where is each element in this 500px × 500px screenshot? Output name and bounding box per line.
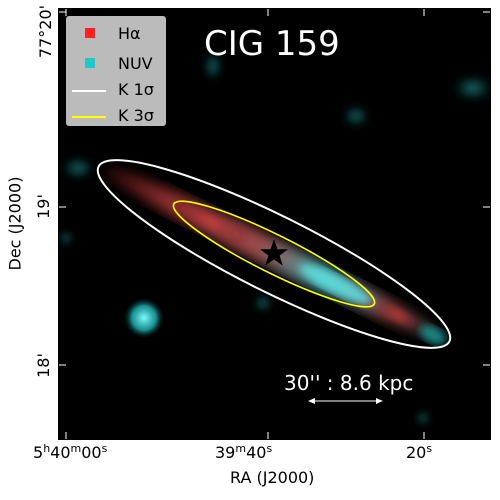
xtick-label-5h40m00s: 5h40m00s (33, 442, 108, 462)
legend-label-k3sigma: K 3σ (118, 106, 154, 125)
legend-swatch-nuv (85, 58, 95, 68)
plot-title: CIG 159 (204, 24, 340, 64)
legend-label-nuv: NUV (118, 54, 153, 73)
xtick-label-20s: 20s (406, 442, 433, 462)
k-3sigma-contour (172, 200, 376, 308)
scale-bar-label: 30'' : 8.6 kpc (284, 371, 414, 395)
legend-item-k1sigma: K 1σ (66, 80, 166, 100)
xtick-label-39m40s: 39m40s (215, 442, 273, 462)
scale-bar-arrow (308, 398, 383, 404)
ytick-label-77-20: 77°20' (36, 4, 56, 59)
x-axis-label: RA (J2000) (230, 468, 315, 487)
legend-item-nuv: NUV (66, 54, 166, 74)
ytick-label-18: 18' (33, 353, 53, 378)
y-axis-label: Dec (J2000) (5, 176, 25, 271)
center-star-icon (259, 239, 289, 266)
k-1sigma-contour (96, 159, 452, 349)
legend-item-k3sigma: K 3σ (66, 106, 166, 126)
legend-label-k1sigma: K 1σ (118, 80, 154, 99)
legend-item-halpha: Hα (66, 24, 166, 44)
legend-swatch-halpha (85, 28, 95, 38)
legend-line-k3sigma (72, 116, 106, 118)
legend: Hα NUV K 1σ K 3σ (66, 16, 166, 126)
image-panel: CIG 159 Hα NUV K 1σ K 3σ 30'' : 8.6 kpc (58, 8, 495, 440)
legend-line-k1sigma (72, 90, 106, 92)
legend-label-halpha: Hα (118, 24, 141, 43)
ytick-label-19: 19' (33, 194, 53, 219)
